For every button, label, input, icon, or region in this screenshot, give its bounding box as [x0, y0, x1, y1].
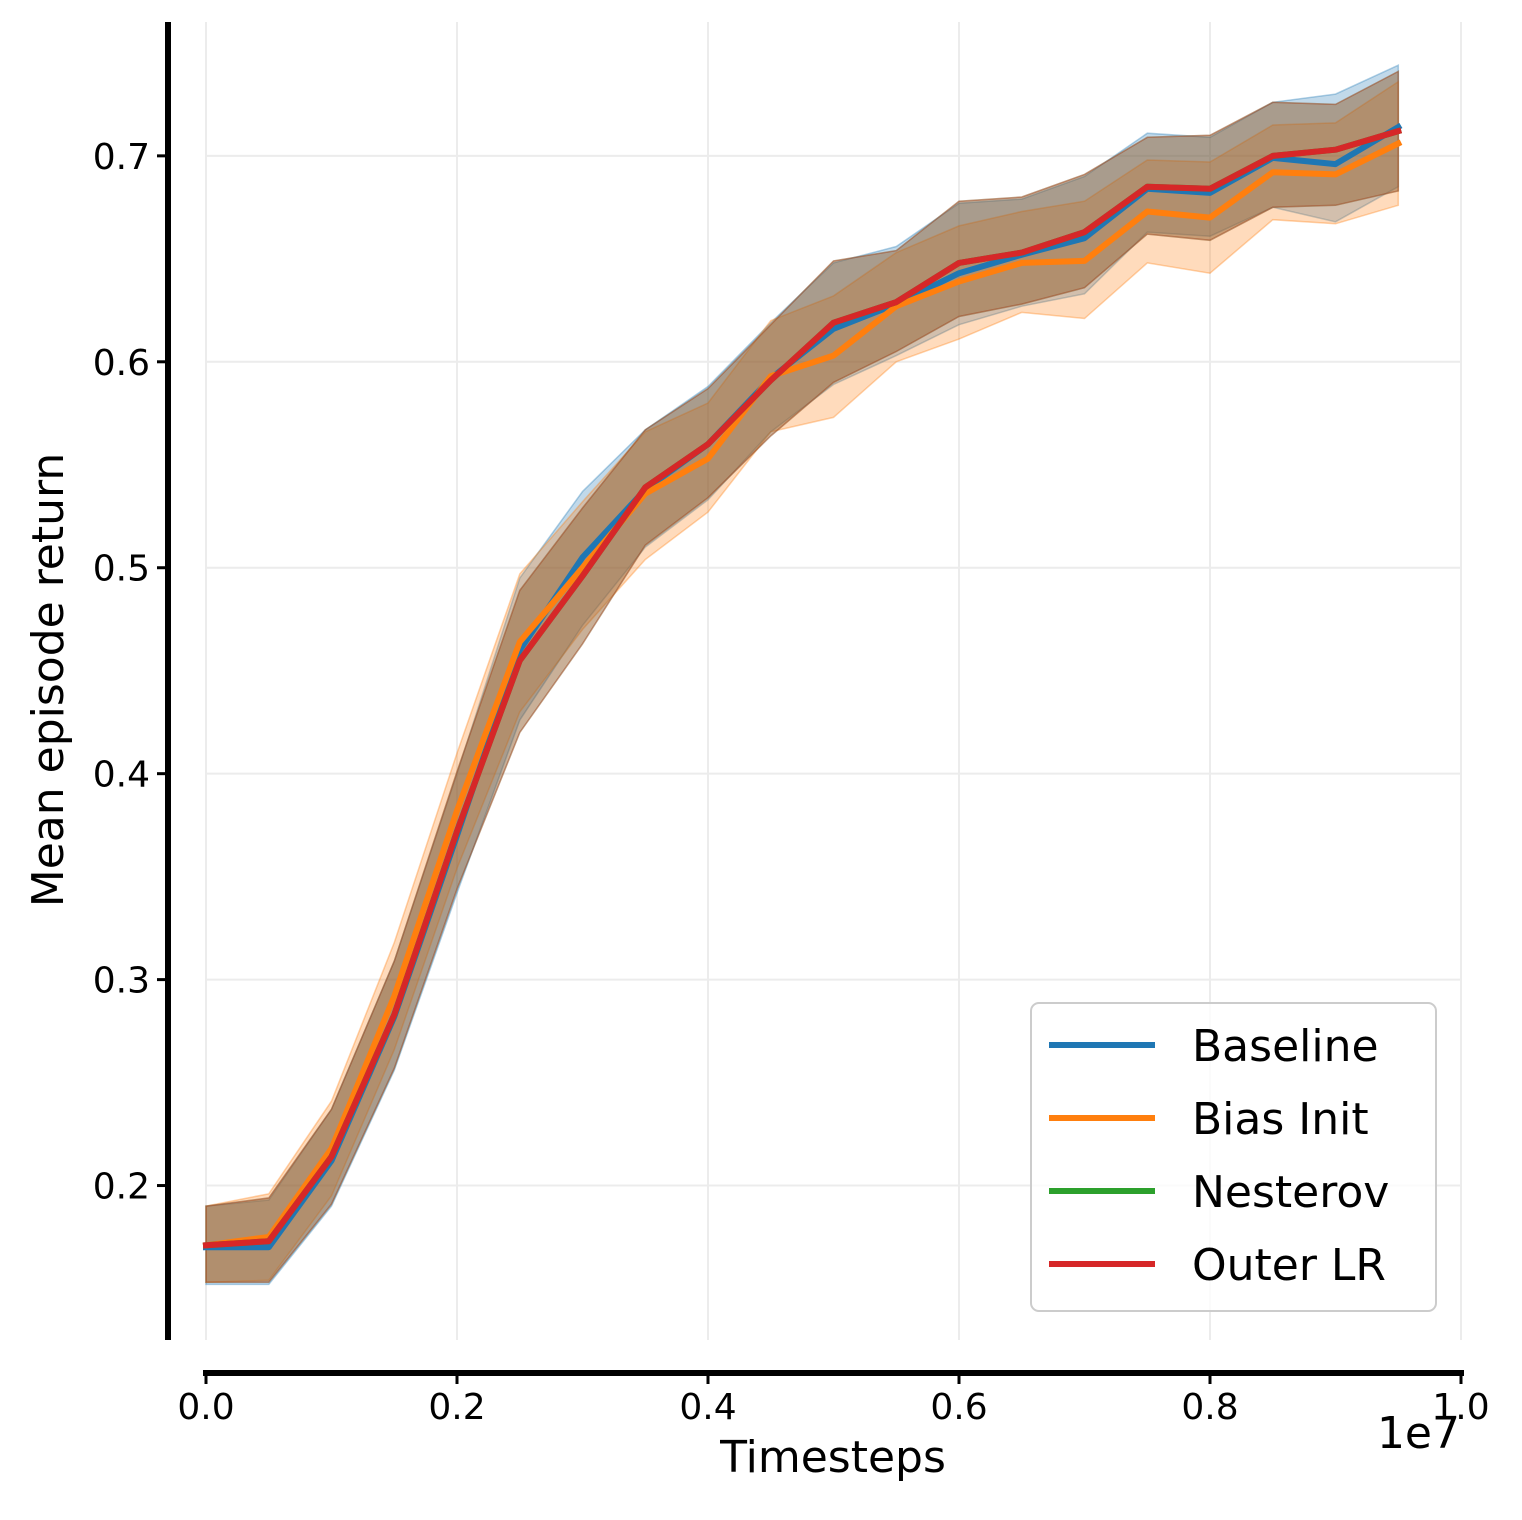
- x-ticks: 0.0 0.2 0.4 0.6 0.8 1.0: [177, 1373, 1490, 1428]
- y-tick-label: 0.4: [93, 755, 150, 796]
- grid: [205, 22, 1462, 1340]
- y-axis-title: Mean episode return: [23, 453, 74, 907]
- y-ticks: 0.2 0.3 0.4 0.5 0.6 0.7: [93, 137, 168, 1208]
- legend-label-bias-init: Bias Init: [1192, 1094, 1369, 1145]
- legend-label-baseline: Baseline: [1192, 1021, 1379, 1072]
- series-lines: [202, 122, 1403, 1251]
- y-tick-label: 0.2: [93, 1167, 150, 1208]
- x-tick-label: 1.0: [1432, 1387, 1489, 1428]
- x-axis-title: Timesteps: [719, 1432, 946, 1483]
- x-axis-offset-label: 1e7: [1377, 1408, 1460, 1459]
- y-tick-label: 0.3: [93, 961, 150, 1002]
- axes: [165, 22, 1464, 1376]
- y-tick-label: 0.6: [93, 343, 150, 384]
- line-outer-lr: [202, 127, 1403, 1249]
- legend-label-nesterov: Nesterov: [1192, 1167, 1389, 1218]
- x-tick-label: 0.6: [930, 1387, 987, 1428]
- x-tick-label: 0.8: [1181, 1387, 1238, 1428]
- legend: Baseline Bias Init Nesterov Outer LR: [1030, 1002, 1437, 1312]
- line-bias-init: [202, 139, 1403, 1249]
- x-tick-label: 0.4: [679, 1387, 736, 1428]
- x-tick-label: 0.2: [428, 1387, 485, 1428]
- legend-label-outer-lr: Outer LR: [1192, 1240, 1386, 1291]
- y-tick-label: 0.7: [93, 137, 150, 178]
- x-tick-label: 0.0: [177, 1387, 234, 1428]
- y-tick-label: 0.5: [93, 549, 150, 590]
- legend-frame: [1030, 1002, 1437, 1312]
